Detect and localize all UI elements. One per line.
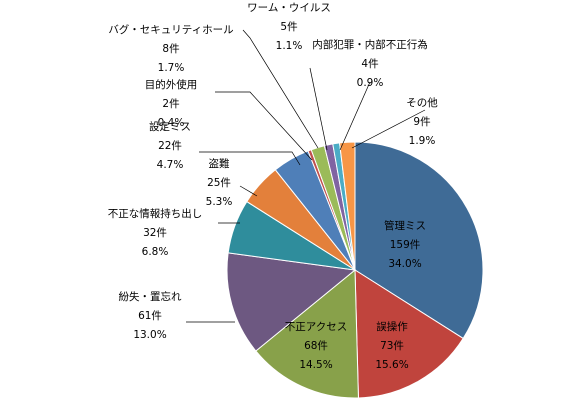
leader-line — [239, 185, 258, 197]
slice-category-label: 不正アクセス — [285, 321, 347, 333]
slice-category-label: 不正な情報持ち出し — [108, 207, 203, 220]
slice-label: 目的外使用 2件 0.4% — [145, 78, 198, 129]
slice-label: 不正アクセス 68件 14.5% — [285, 321, 347, 371]
slice-count-label: 8件 — [162, 43, 179, 55]
leader-line — [351, 109, 426, 149]
slice-percent-label: 6.8% — [142, 246, 169, 258]
slice-label: 誤操作 73件 15.6% — [375, 320, 408, 371]
slice-percent-label: 0.4% — [158, 117, 185, 129]
slice-category-label: その他 — [406, 96, 438, 109]
slice-percent-label: 0.9% — [357, 77, 384, 89]
slice-label: 設定ミス 22件 4.7% — [149, 120, 191, 171]
leader-line — [242, 29, 319, 149]
slice-percent-label: 1.9% — [409, 135, 436, 147]
slice-category-label: 管理ミス — [384, 219, 426, 232]
slice-category-label: ワーム・ウイルス — [247, 2, 331, 14]
slice-count-label: 22件 — [158, 140, 182, 152]
leader-line — [309, 67, 328, 151]
slice-count-label: 9件 — [413, 116, 430, 128]
slice-category-label: 紛失・置忘れ — [119, 290, 182, 303]
slice-label: 管理ミス 159件 34.0% — [384, 219, 426, 270]
pie-slice — [226, 252, 357, 352]
slice-count-label: 4件 — [361, 58, 378, 70]
slice-count-label: 5件 — [280, 21, 297, 33]
slice-label: 不正な情報持ち出し 32件 6.8% — [108, 207, 203, 258]
slice-percent-label: 1.7% — [158, 62, 185, 74]
slice-percent-label: 13.0% — [133, 329, 166, 341]
slice-percent-label: 14.5% — [299, 359, 332, 371]
slice-label: その他 9件 1.9% — [406, 96, 438, 147]
slices-layer — [226, 141, 484, 399]
slice-category-label: 内部犯罪・内部不正行為 — [312, 38, 428, 51]
leader-line — [339, 81, 371, 151]
slice-label: 紛失・置忘れ 61件 13.0% — [119, 290, 182, 341]
slice-label: 盗難 25件 5.3% — [206, 157, 233, 208]
slice-category-label: バグ・セキュリティホール — [108, 23, 233, 36]
slice-count-label: 61件 — [138, 310, 162, 322]
slice-count-label: 68件 — [304, 340, 328, 352]
slice-count-label: 2件 — [162, 98, 179, 110]
slice-category-label: 盗難 — [209, 157, 230, 170]
pie-slice — [339, 141, 356, 271]
leader-line — [199, 151, 301, 166]
pie-slice — [255, 268, 359, 399]
slice-count-label: 32件 — [143, 227, 167, 239]
slice-percent-label: 4.7% — [157, 159, 184, 171]
labels-layer: 管理ミス 159件 34.0% 誤操作 73件 15.6% 不正アクセス 68件 14.5% 紛失… — [108, 2, 438, 371]
slice-category-label: 誤操作 — [376, 320, 408, 333]
slice-category-label: 目的外使用 — [145, 78, 198, 91]
slice-label: バグ・セキュリティホール 8件 1.7% — [108, 23, 233, 74]
leader-lines-layer — [186, 29, 426, 323]
slice-percent-label: 1.1% — [276, 40, 303, 52]
leader-line — [215, 91, 313, 161]
slice-percent-label: 15.6% — [375, 359, 408, 371]
pie-slice — [354, 269, 464, 399]
slice-category-label: 設定ミス — [149, 120, 191, 133]
slice-percent-label: 5.3% — [206, 196, 233, 208]
slice-label: ワーム・ウイルス 5件 1.1% — [247, 2, 331, 52]
slice-count-label: 25件 — [207, 177, 231, 189]
slice-percent-label: 34.0% — [388, 258, 421, 270]
slice-count-label: 73件 — [380, 340, 404, 352]
slice-count-label: 159件 — [390, 239, 421, 251]
pie-slice — [354, 141, 484, 340]
slice-label: 内部犯罪・内部不正行為 4件 0.9% — [312, 38, 428, 89]
